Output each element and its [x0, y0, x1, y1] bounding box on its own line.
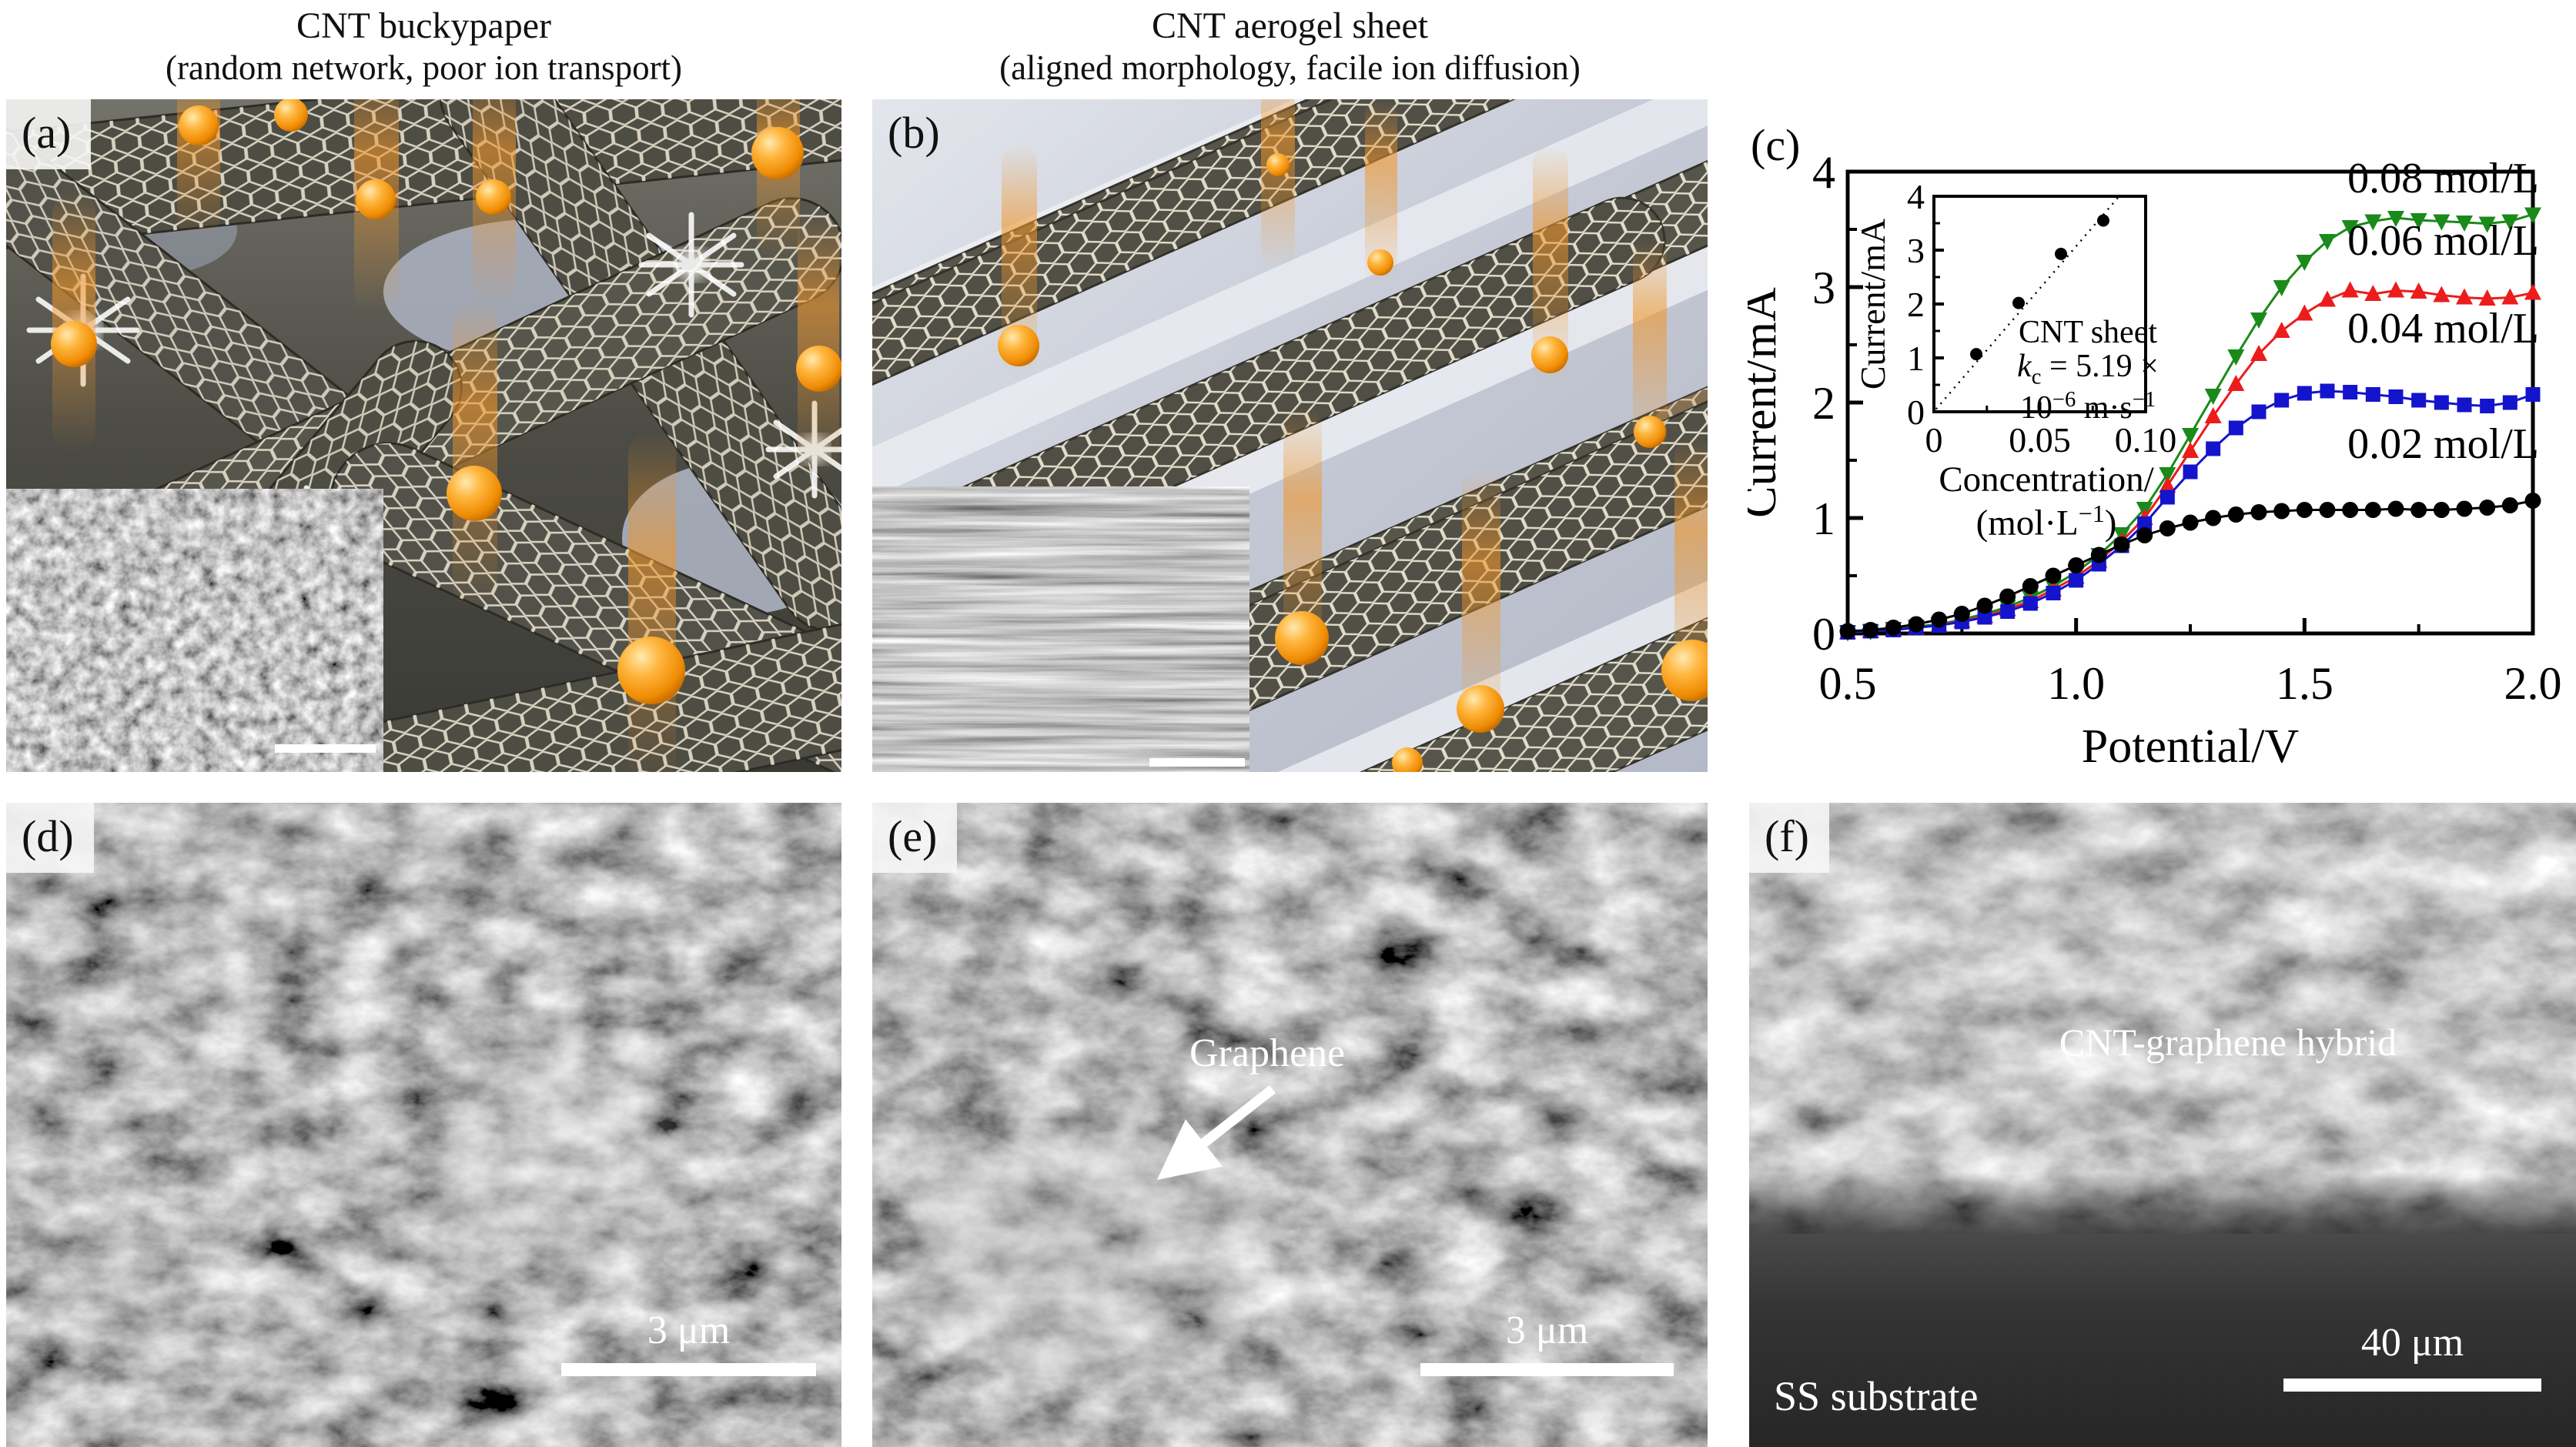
svg-text:2.0: 2.0	[2504, 658, 2562, 709]
title-b-line2: (aligned morphology, facile ion diffusio…	[999, 48, 1581, 87]
svg-text:3: 3	[1812, 262, 1835, 313]
legend-label: 0.06 mol/L	[2347, 217, 2539, 265]
panel-f-scale-text: 40 μm	[2360, 1321, 2464, 1365]
legend-label: 0.08 mol/L	[2347, 155, 2539, 202]
substrate-layer	[1749, 1234, 2576, 1447]
title-panel-b: CNT aerogel sheet (aligned morphology, f…	[872, 5, 1708, 88]
panel-a-inset-sem	[6, 489, 383, 772]
ion-spheres	[998, 153, 1708, 772]
panel-c-label: (c)	[1751, 120, 1800, 170]
inset-plot: 0 0.05 0.10 0 1 2 3 4 Current/mA	[1853, 177, 2176, 459]
inset-data-point	[2097, 214, 2109, 227]
inset-y-axis-title: Current/mA	[1853, 219, 1892, 389]
inset-data-point	[2055, 247, 2067, 260]
panel-d-sem: (d) 3 μm	[6, 803, 841, 1447]
panel-e-label: (e)	[872, 803, 958, 873]
inset-kc-units: 10−6 m·s−1	[2019, 388, 2156, 426]
inset-data-point	[1970, 348, 1982, 361]
inset-xlabel-line2: (mol·L−1)	[1975, 500, 2117, 543]
graphene-flake	[903, 1126, 1273, 1388]
title-panel-a: CNT buckypaper (random network, poor ion…	[6, 5, 841, 88]
panel-a-label: (a)	[6, 99, 92, 169]
panel-b-inset-sem	[872, 486, 1250, 772]
graphene-annotation: Graphene	[1189, 1031, 1346, 1075]
svg-text:1: 1	[1907, 339, 1925, 378]
current-potential-chart: (c) 0.5 1.0 1.5 2.0 0 1 2 3 4 Potential/V Current/m…	[1748, 120, 2562, 770]
title-b-line1: CNT aerogel sheet	[1152, 5, 1428, 46]
svg-text:0.05: 0.05	[2009, 420, 2071, 459]
panel-e-scale-bar	[1420, 1363, 1674, 1376]
inset-data-point	[2012, 296, 2025, 309]
panel-f-scale-bar	[2283, 1378, 2541, 1392]
svg-text:1: 1	[1812, 493, 1835, 544]
sem-texture-f	[1749, 803, 2576, 1447]
y-axis-title: Current/mA	[1748, 287, 1786, 518]
ion-spheres	[51, 99, 841, 704]
panel-a-illustration: (a)	[6, 99, 841, 772]
ion-streaks	[1002, 99, 1708, 738]
svg-text:4: 4	[1907, 177, 1925, 216]
x-axis-title: Potential/V	[2082, 720, 2300, 770]
inset-annotation-title: CNT sheet	[2018, 315, 2158, 350]
panel-f-sem: (f) CNT-graphene hybrid SS substrate 40 …	[1749, 803, 2576, 1447]
panel-e-sem: (e) Graphene 3 μm	[872, 803, 1708, 1447]
svg-text:0.5: 0.5	[1819, 658, 1877, 709]
bright-cluster	[399, 1041, 691, 1288]
inset-annotation: CNT sheet kc = 5.19 × 10−6 m·s−1	[1996, 316, 2180, 426]
inset-kc-line: kc = 5.19 ×	[2017, 349, 2159, 389]
substrate-label: SS substrate	[1774, 1373, 1979, 1419]
legend-label: 0.04 mol/L	[2347, 305, 2539, 353]
panel-b-illustration: (b)	[872, 99, 1708, 772]
series-0-02-mol-L: 0.02 mol/L	[1839, 420, 2541, 640]
bright-cluster	[29, 1211, 214, 1349]
hybrid-layer-label: CNT-graphene hybrid	[2059, 1021, 2397, 1064]
inset-a-scale-bar	[275, 744, 376, 753]
panel-e-scale-text: 3 μm	[1505, 1308, 1589, 1352]
sem-texture-e	[872, 803, 1708, 1447]
sem-texture-d	[6, 803, 841, 1447]
graphene-arrow-icon	[1156, 1084, 1276, 1181]
axis-ticks: 0.5 1.0 1.5 2.0 0 1 2 3 4	[1812, 147, 2562, 709]
inset-xaxis-label: Concentration/ (mol·L−1)	[1912, 459, 2181, 543]
panel-b-label: (b)	[888, 108, 940, 158]
panel-c-chart: (c) 0.5 1.0 1.5 2.0 0 1 2 3 4 Potential/V Current/m…	[1748, 46, 2576, 770]
title-a-line1: CNT buckypaper	[296, 5, 552, 46]
svg-text:0: 0	[1812, 609, 1835, 660]
inset-xlabel-line1: Concentration/	[1939, 459, 2154, 500]
buckypaper-art	[6, 99, 841, 772]
svg-text:1.0: 1.0	[2047, 658, 2105, 709]
svg-text:3: 3	[1907, 231, 1925, 270]
title-a-line2: (random network, poor ion transport)	[165, 48, 683, 87]
svg-text:1.5: 1.5	[2276, 658, 2333, 709]
panel-d-scale-text: 3 μm	[647, 1308, 731, 1352]
svg-text:4: 4	[1812, 147, 1835, 198]
inset-b-scale-bar	[1149, 758, 1245, 767]
panel-d-label: (d)	[6, 803, 94, 873]
panel-f-label: (f)	[1749, 803, 1829, 873]
aerogel-art	[872, 99, 1708, 772]
svg-text:2: 2	[1812, 378, 1835, 429]
svg-text:0: 0	[1907, 393, 1925, 432]
svg-text:0: 0	[1925, 420, 1943, 459]
svg-text:0.10: 0.10	[2115, 420, 2177, 459]
legend-label: 0.02 mol/L	[2347, 420, 2539, 468]
svg-text:2: 2	[1907, 285, 1925, 324]
panel-d-scale-bar	[561, 1363, 816, 1376]
